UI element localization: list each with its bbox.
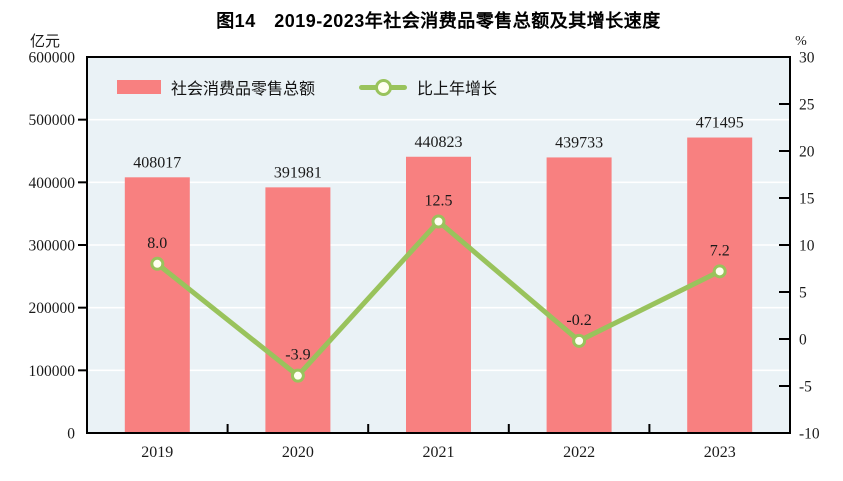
line-marker-2023 <box>712 264 727 279</box>
legend-item-retail-total: 社会消费品零售总额 <box>117 75 315 99</box>
bar-series-swatch-icon <box>117 80 161 94</box>
line-series-dot-icon <box>374 78 392 96</box>
bar-2023 <box>687 137 753 434</box>
bar-value-label-2023: 471495 <box>696 115 744 132</box>
line-series-label: 比上年增长 <box>417 81 498 98</box>
left-axis-tick-label: 200000 <box>29 300 76 317</box>
line-marker-2020 <box>290 368 305 383</box>
right-axis-tick-label: 20 <box>799 144 815 161</box>
x-axis-label-2021: 2021 <box>423 444 455 461</box>
right-axis-tick-label: 5 <box>799 285 807 302</box>
left-axis-tick-label: 300000 <box>29 238 76 255</box>
x-axis-label-2022: 2022 <box>563 444 595 461</box>
left-axis-tick-label: 100000 <box>29 363 76 380</box>
left-axis-tick-label: 600000 <box>29 50 76 67</box>
left-axis-tick-label: 0 <box>67 426 75 443</box>
bar-2022 <box>546 157 612 433</box>
right-axis-tick-label: 15 <box>799 191 815 208</box>
right-axis-tick-label: -10 <box>799 426 820 443</box>
x-axis-label-2019: 2019 <box>141 444 173 461</box>
line-value-label-2020: -3.9 <box>285 347 310 364</box>
chart-legend: 社会消费品零售总额 比上年增长 <box>117 75 497 99</box>
line-value-label-2023: 7.2 <box>710 242 730 259</box>
line-marker-2021 <box>431 214 446 229</box>
line-series-marker-icon <box>359 78 408 96</box>
x-axis-label-2020: 2020 <box>282 444 314 461</box>
chart-title: 图14 2019-2023年社会消费品零售总额及其增长速度 <box>216 11 661 31</box>
bar-series-label: 社会消费品零售总额 <box>171 81 316 98</box>
bar-2021 <box>406 156 471 433</box>
line-value-label-2021: 12.5 <box>425 193 453 210</box>
line-value-label-2019: 8.0 <box>147 235 167 252</box>
right-axis-unit-label: % <box>795 34 807 49</box>
left-axis-tick-label: 500000 <box>29 112 76 129</box>
legend-item-growth: 比上年增长 <box>359 75 497 99</box>
right-axis-tick-label: 25 <box>799 97 815 114</box>
bar-2020 <box>265 187 331 433</box>
right-axis-tick-label: 30 <box>799 50 815 67</box>
line-marker-2022 <box>572 333 587 348</box>
bar-2019 <box>124 177 190 433</box>
bar-value-label-2020: 391981 <box>274 164 322 181</box>
bar-value-label-2022: 439733 <box>555 134 603 151</box>
line-value-label-2022: -0.2 <box>566 312 591 329</box>
left-axis-unit-label: 亿元 <box>30 33 60 50</box>
left-axis-tick-label: 400000 <box>29 175 76 192</box>
bar-value-label-2019: 408017 <box>133 154 181 171</box>
line-marker-2019 <box>150 256 165 271</box>
right-axis-tick-label: 10 <box>799 238 815 255</box>
right-axis-tick-label: 0 <box>799 332 807 349</box>
x-axis-label-2023: 2023 <box>704 444 736 461</box>
right-axis-tick-label: -5 <box>799 379 812 396</box>
bar-value-label-2021: 440823 <box>415 134 463 151</box>
